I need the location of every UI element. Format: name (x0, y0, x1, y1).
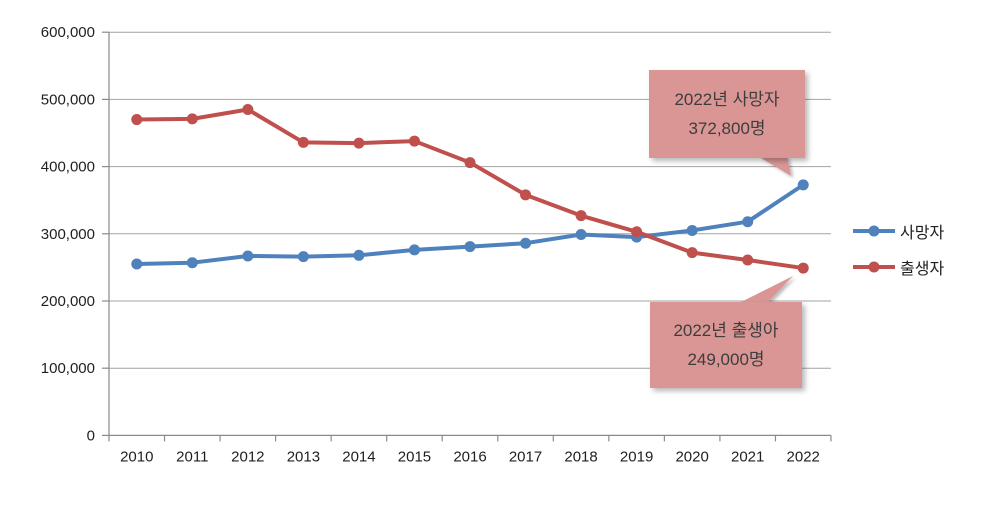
data-point-1-2010 (131, 114, 143, 126)
data-point-0-2013 (297, 251, 309, 263)
data-point-1-2017 (520, 189, 532, 201)
data-point-0-2022 (797, 179, 809, 191)
y-tick-label: 0 (87, 427, 95, 444)
data-point-0-2021 (742, 216, 754, 228)
births-callout-line1: 2022년 출생아 (673, 321, 779, 340)
deaths-callout-tail (758, 156, 791, 176)
y-tick-label: 200,000 (41, 293, 95, 310)
births-callout-tail (737, 276, 793, 304)
data-point-1-2020 (686, 247, 698, 259)
data-point-0-2015 (408, 244, 420, 256)
x-tick-label: 2014 (342, 448, 375, 465)
x-tick-label: 2016 (453, 448, 486, 465)
x-tick-label: 2020 (675, 448, 708, 465)
y-tick-label: 100,000 (41, 360, 95, 377)
data-point-0-2020 (686, 224, 698, 236)
data-point-1-2011 (186, 113, 198, 125)
data-point-1-2022 (797, 262, 809, 274)
x-tick-label: 2021 (731, 448, 764, 465)
data-point-0-2014 (353, 249, 365, 261)
legend-item-births: 출생자 (853, 256, 944, 278)
legend-item-deaths: 사망자 (853, 220, 944, 242)
legend-label-deaths: 사망자 (900, 225, 945, 242)
data-point-0-2016 (464, 241, 476, 253)
data-point-1-2016 (464, 157, 476, 169)
y-tick-label: 600,000 (41, 24, 95, 41)
deaths-2022-callout: 2022년 사망자 372,800명 (649, 70, 805, 158)
deaths-callout-line1: 2022년 사망자 (674, 90, 780, 109)
data-point-0-2018 (575, 228, 587, 240)
data-point-0-2012 (242, 250, 254, 262)
x-tick-label: 2011 (176, 448, 208, 465)
data-point-0-2010 (131, 258, 143, 270)
data-point-0-2011 (186, 257, 198, 269)
y-tick-label: 300,000 (41, 226, 95, 243)
x-tick-label: 2010 (120, 448, 153, 465)
data-point-0-2017 (520, 237, 532, 249)
data-point-1-2013 (297, 136, 309, 148)
data-point-1-2015 (408, 135, 420, 147)
x-tick-label: 2013 (287, 448, 320, 465)
x-tick-label: 2018 (564, 448, 597, 465)
data-point-1-2021 (742, 254, 754, 266)
deaths-series-marker-icon (853, 225, 895, 237)
births-2022-callout: 2022년 출생아 249,000명 (650, 302, 802, 388)
y-tick-label: 400,000 (41, 159, 95, 176)
y-tick-label: 500,000 (41, 91, 95, 108)
legend: 사망자 출생자 (853, 220, 944, 278)
x-tick-label: 2015 (398, 448, 431, 465)
legend-label-births: 출생자 (900, 261, 945, 278)
births-callout-line2: 249,000명 (687, 350, 765, 369)
deaths-callout-line2: 372,800명 (688, 119, 766, 138)
data-point-1-2018 (575, 210, 587, 222)
data-point-1-2019 (631, 226, 643, 238)
data-point-1-2012 (242, 103, 254, 115)
x-tick-label: 2017 (509, 448, 542, 465)
x-tick-label: 2022 (787, 448, 820, 465)
x-tick-label: 2019 (620, 448, 653, 465)
data-point-1-2014 (353, 137, 365, 149)
births-series-marker-icon (853, 261, 895, 273)
x-tick-label: 2012 (231, 448, 264, 465)
